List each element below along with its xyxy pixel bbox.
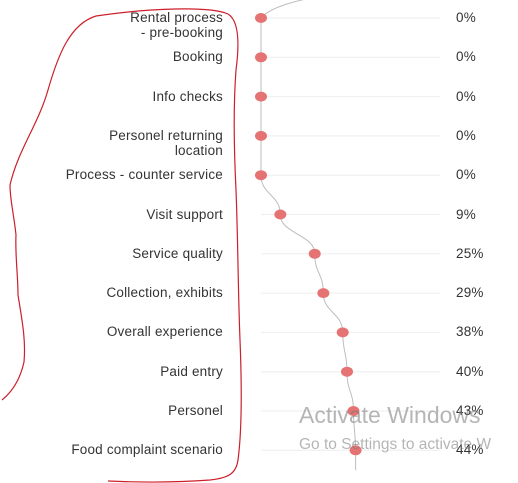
category-label: Info checks [152,88,223,104]
value-label: 43% [456,403,484,418]
red-freehand-annotation [1,8,242,483]
value-label: 29% [456,285,484,301]
category-label: Service quality [132,245,223,261]
series-line [260,18,357,451]
value-label: 9% [456,206,476,222]
gridlines [261,17,440,451]
category-label: Collection, exhibits [106,285,223,301]
category-label: Rental process - pre-booking [130,10,223,40]
series-line-top-connector [260,0,304,19]
value-label: 0% [456,88,476,104]
category-label: Food complaint scenario [71,442,223,458]
activate-windows-subtitle: Go to Settings to activate W [299,436,492,453]
category-label: Process - counter service [65,167,223,183]
category-label: Personel [168,403,223,418]
data-point[interactable] [336,327,349,338]
data-point[interactable] [349,445,362,456]
category-label: Visit support [146,206,223,222]
category-label: Booking [172,49,223,65]
value-label: 0% [456,10,476,25]
data-point[interactable] [308,248,321,259]
data-point[interactable] [255,52,267,63]
data-point[interactable] [255,170,267,181]
data-point[interactable] [255,13,267,23]
data-point[interactable] [274,209,287,220]
data-points [255,13,362,456]
value-label: 0% [456,167,476,183]
value-label: 0% [456,127,476,143]
data-point[interactable] [341,366,353,377]
data-point[interactable] [347,406,360,416]
category-label: Personel returning location [109,127,223,158]
category-label: Overall experience [106,324,223,340]
value-label: 38% [456,324,484,340]
value-label: 25% [456,245,484,261]
value-label: 40% [456,363,484,379]
activate-windows-title: Activate Windows [299,402,481,428]
category-label: Paid entry [160,363,223,379]
data-point[interactable] [255,91,267,102]
data-point[interactable] [255,130,267,141]
data-point[interactable] [317,288,330,299]
value-label: 0% [456,49,476,65]
value-label: 44% [456,442,484,458]
